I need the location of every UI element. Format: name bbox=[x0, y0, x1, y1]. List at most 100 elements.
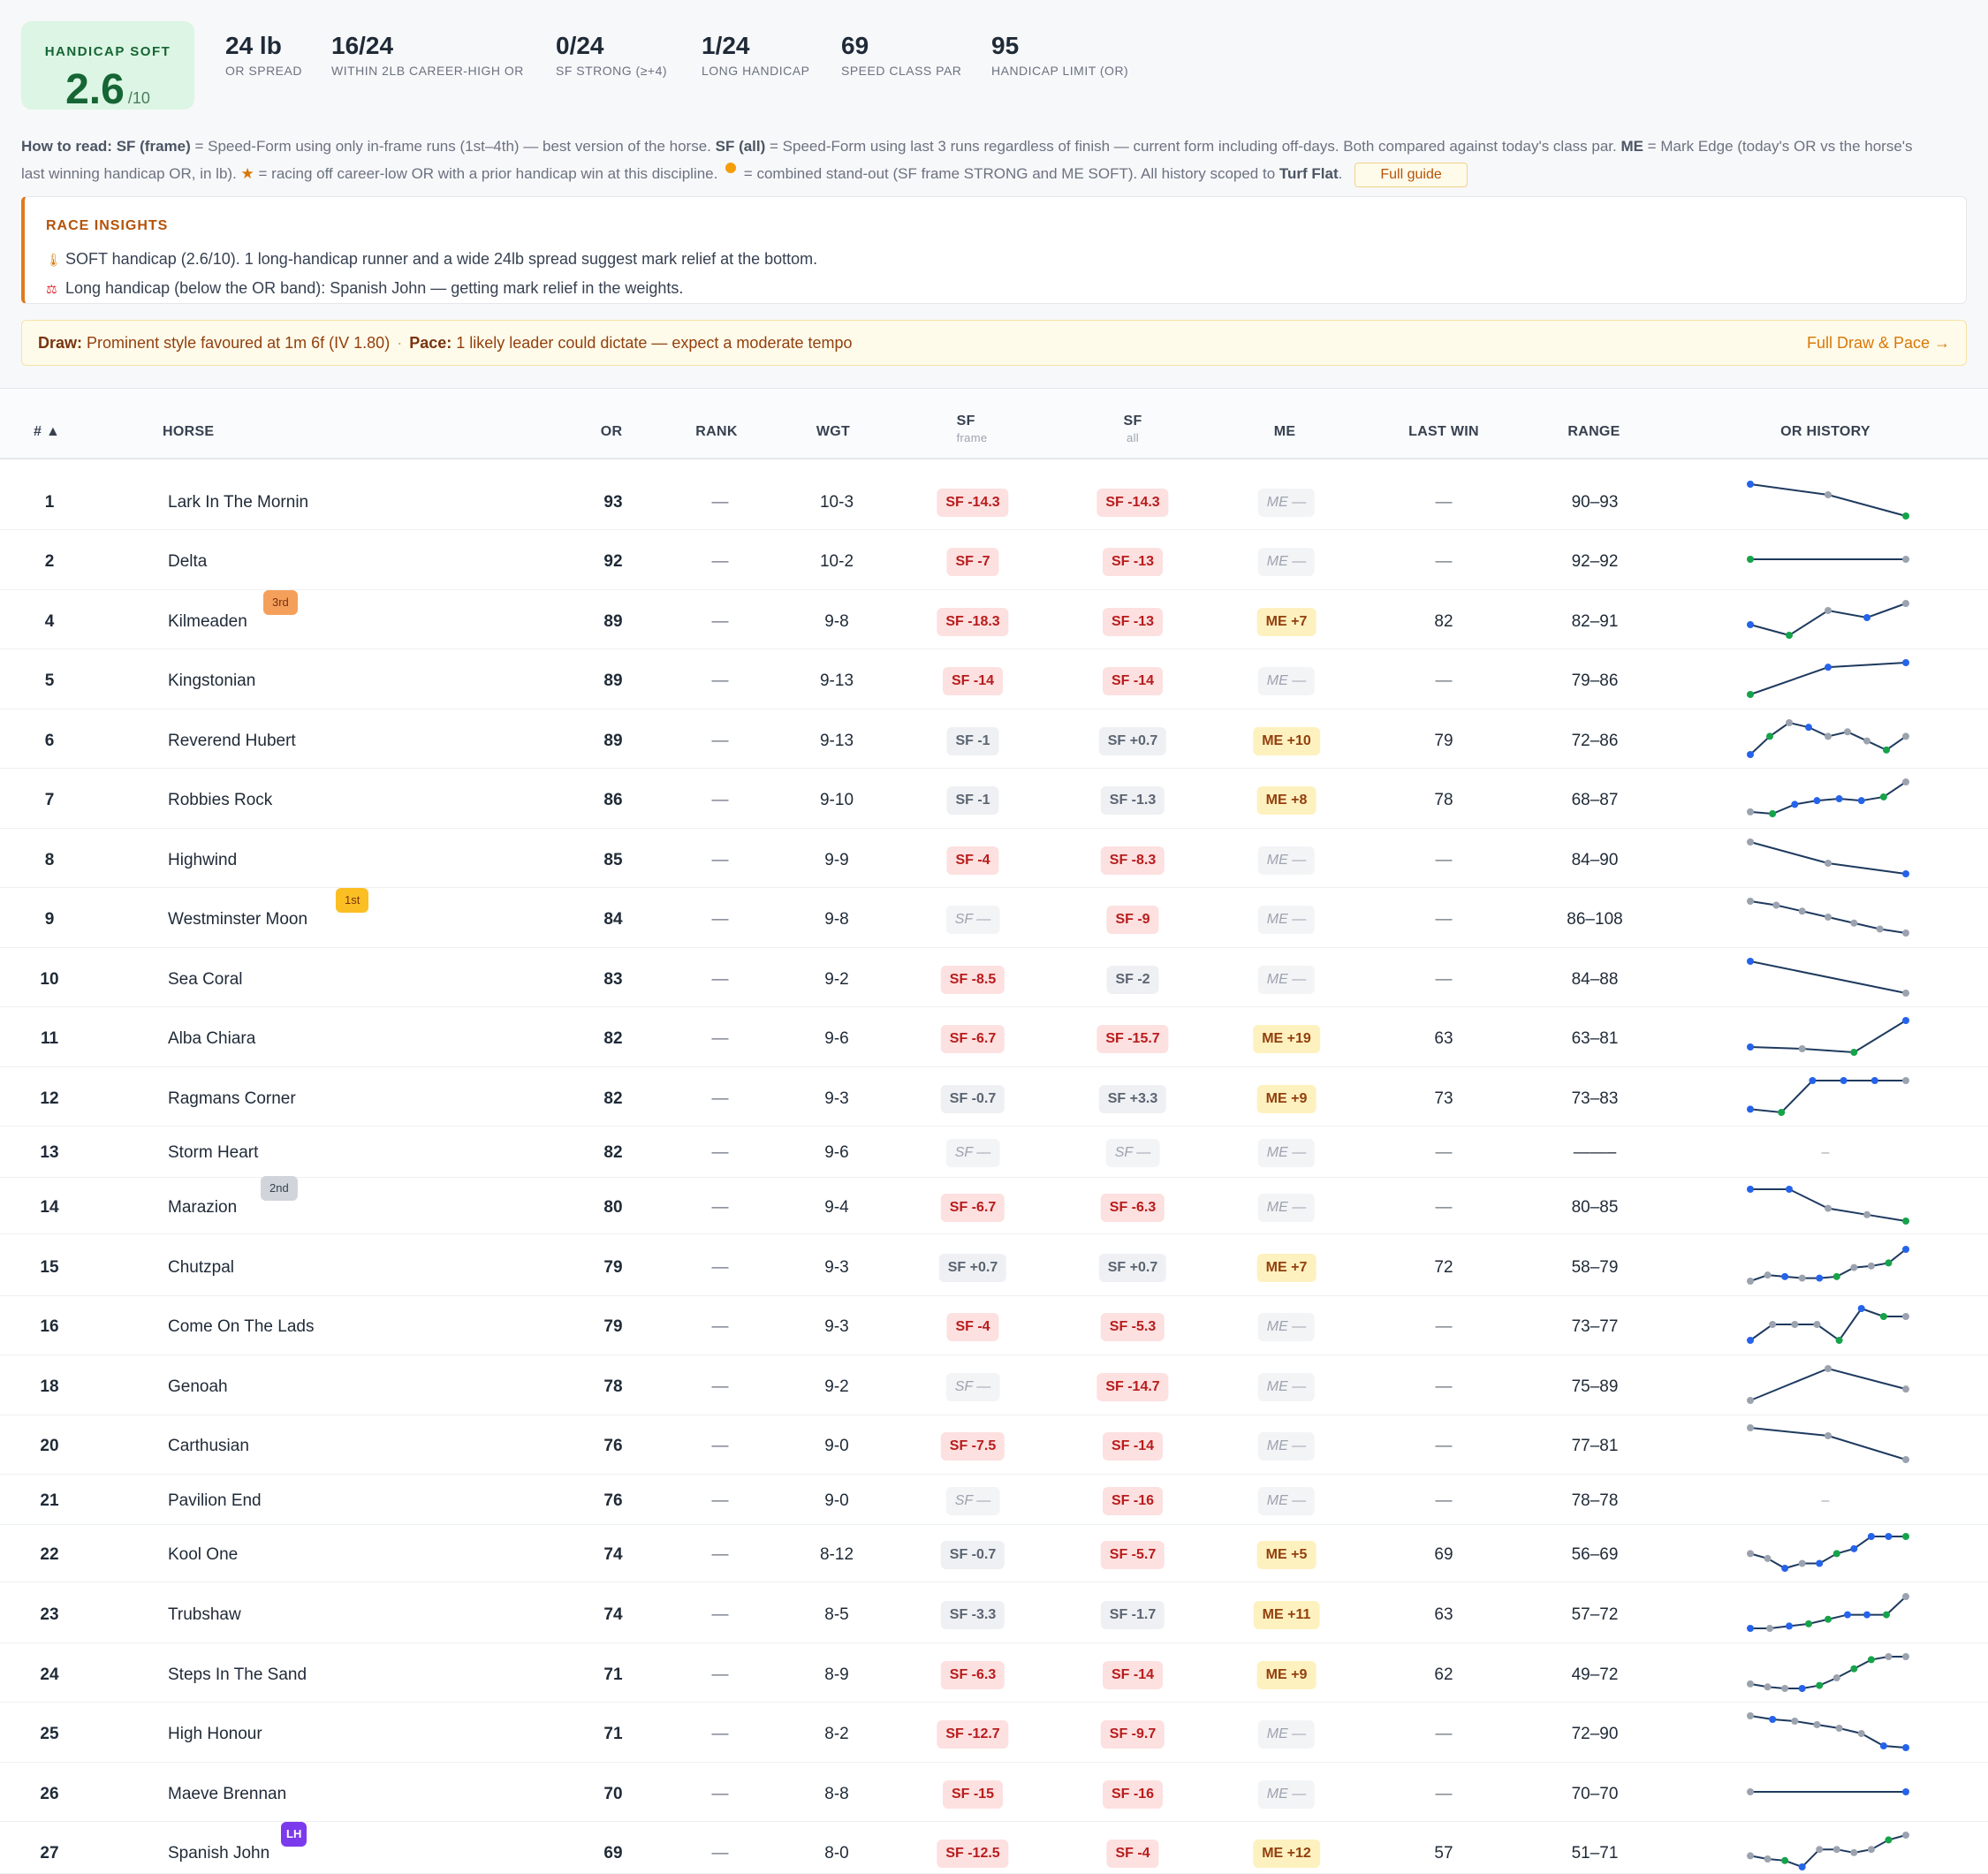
no-history-marker: – bbox=[1821, 1493, 1830, 1508]
or-range: 49–72 bbox=[1571, 1665, 1619, 1684]
sf-all-badge: SF — bbox=[1105, 1139, 1160, 1167]
sparkline-point bbox=[1867, 1262, 1875, 1270]
horse-name-link[interactable]: High Honour bbox=[168, 1725, 262, 1743]
horse-name-link[interactable]: Westminster Moon bbox=[168, 910, 308, 929]
horse-name-link[interactable]: Spanish John bbox=[168, 1844, 270, 1863]
col-or[interactable]: OR bbox=[600, 424, 623, 439]
sparkline-point bbox=[1786, 1186, 1793, 1193]
sparkline-path bbox=[1749, 1080, 1906, 1114]
col-me[interactable]: ME bbox=[1273, 424, 1296, 439]
col-number-sort[interactable]: # ▲ bbox=[34, 424, 61, 439]
last-win-or: 72 bbox=[1434, 1258, 1453, 1277]
rank-value: — bbox=[711, 1377, 729, 1396]
horse-name-link[interactable]: Ragmans Corner bbox=[168, 1089, 296, 1108]
col-sf-all[interactable]: SF all bbox=[1123, 413, 1142, 444]
table-row[interactable]: 24 Steps In The Sand 71 — 8-9 SF -6.3 SF -14 ME… bbox=[0, 1643, 1988, 1703]
weight-value: 9-13 bbox=[819, 732, 854, 750]
table-row[interactable]: 16 Come On The Lads 79 — 9-3 SF -4 SF -5.3 ME —… bbox=[0, 1296, 1988, 1355]
runners-table-header: # ▲ HORSE OR RANK WGT SF frame SF all ME L… bbox=[0, 389, 1988, 459]
sf-frame-badge: SF — bbox=[945, 1373, 1000, 1401]
horse-name-link[interactable]: Steps In The Sand bbox=[168, 1665, 307, 1684]
table-row[interactable]: 18 Genoah 78 — 9-2 SF — SF -14.7 ME — — 75–89 bbox=[0, 1355, 1988, 1415]
table-row[interactable]: 15 Chutzpal 79 — 9-3 SF +0.7 SF +0.7 ME +7 72 58–… bbox=[0, 1234, 1988, 1296]
sparkline-point bbox=[1825, 1204, 1832, 1212]
table-row[interactable]: 12 Ragmans Corner 82 — 9-3 SF -0.7 SF +3.3 ME +… bbox=[0, 1067, 1988, 1127]
sf-all-badge: SF -13 bbox=[1102, 548, 1164, 576]
sparkline-point bbox=[1832, 1846, 1840, 1854]
table-row[interactable]: 7 Robbies Rock 86 — 9-10 SF -1 SF -1.3 ME +8 78 6… bbox=[0, 769, 1988, 829]
sf-all-badge: SF -4 bbox=[1106, 1840, 1159, 1868]
sparkline-point bbox=[1902, 990, 1909, 997]
weight-value: 8-0 bbox=[824, 1844, 849, 1863]
horse-name-link[interactable]: Reverend Hubert bbox=[168, 732, 296, 750]
table-row[interactable]: 4 Kilmeaden 3rd 89 — 9-8 SF -18.3 SF -13 ME +7 82… bbox=[0, 590, 1988, 649]
col-wgt[interactable]: WGT bbox=[816, 424, 851, 439]
col-sf-frame[interactable]: SF frame bbox=[956, 413, 988, 444]
official-rating: 92 bbox=[603, 552, 623, 571]
table-row[interactable]: 8 Highwind 85 — 9-9 SF -4 SF -8.3 ME — — 84–90 bbox=[0, 829, 1988, 888]
horse-name-link[interactable]: Robbies Rock bbox=[168, 791, 273, 809]
or-history-sparkline bbox=[1747, 1077, 1909, 1116]
col-range[interactable]: RANGE bbox=[1567, 424, 1620, 439]
table-row[interactable]: 26 Maeve Brennan 70 — 8-8 SF -15 SF -16 ME — — 70… bbox=[0, 1763, 1988, 1822]
table-row[interactable]: 6 Reverend Hubert 89 — 9-13 SF -1 SF +0.7 ME +1… bbox=[0, 709, 1988, 769]
sf-all-badge: SF -14 bbox=[1102, 1432, 1164, 1461]
or-history-sparkline bbox=[1747, 719, 1909, 758]
table-row[interactable]: 14 Marazion 2nd 80 — 9-4 SF -6.7 SF -6.3 ME — — 80… bbox=[0, 1176, 1988, 1234]
table-row[interactable]: 9 Westminster Moon 1st 84 — 9-8 SF — SF -9 ME — —… bbox=[0, 888, 1988, 948]
horse-name-link[interactable]: Highwind bbox=[168, 851, 238, 869]
horse-name-link[interactable]: Carthusian bbox=[168, 1437, 249, 1455]
horse-name-link[interactable]: Sea Coral bbox=[168, 970, 243, 989]
horse-name-link[interactable]: Come On The Lads bbox=[168, 1317, 315, 1336]
col-horse[interactable]: HORSE bbox=[163, 424, 215, 439]
rank-value: — bbox=[711, 1665, 729, 1684]
horse-name-link[interactable]: Pavilion End bbox=[168, 1491, 262, 1510]
horse-name-link[interactable]: Marazion bbox=[168, 1198, 238, 1217]
weight-value: 9-3 bbox=[824, 1258, 849, 1277]
table-row[interactable]: 2 Delta 92 — 10-2 SF -7 SF -13 ME — — 92–92 bbox=[0, 530, 1988, 590]
table-row[interactable]: 1 Lark In The Mornin 93 — 10-3 SF -14.3 SF -14… bbox=[0, 459, 1988, 530]
sf-all-badge: SF -14.7 bbox=[1096, 1373, 1169, 1401]
sparkline-point bbox=[1850, 1665, 1858, 1673]
table-row[interactable]: 21 Pavilion End 76 — 9-0 SF — SF -16 ME — — 78–78… bbox=[0, 1475, 1988, 1525]
table-row[interactable]: 10 Sea Coral 83 — 9-2 SF -8.5 SF -2 ME — — 84–88 bbox=[0, 948, 1988, 1007]
sparkline-point bbox=[1857, 1305, 1865, 1312]
horse-name-link[interactable]: Kool One bbox=[168, 1545, 239, 1564]
last-win-or: — bbox=[1435, 1377, 1453, 1396]
rank-value: — bbox=[711, 493, 729, 512]
horse-name-link[interactable]: Lark In The Mornin bbox=[168, 493, 309, 512]
sf-frame-badge: SF -1 bbox=[946, 786, 999, 815]
sparkline-point bbox=[1747, 1550, 1754, 1558]
horse-name-link[interactable]: Kingstonian bbox=[168, 671, 256, 690]
rank-value: — bbox=[711, 1844, 729, 1863]
table-row[interactable]: 25 High Honour 71 — 8-2 SF -12.7 SF -9.7 ME — — 7… bbox=[0, 1703, 1988, 1763]
saddlecloth-number: 12 bbox=[40, 1089, 59, 1108]
sparkline-path bbox=[1749, 1715, 1907, 1749]
horse-name-link[interactable]: Chutzpal bbox=[168, 1258, 234, 1277]
horse-name-link[interactable]: Delta bbox=[168, 552, 208, 571]
horse-name-link[interactable]: Trubshaw bbox=[168, 1605, 241, 1624]
sparkline-point bbox=[1902, 1593, 1909, 1600]
sparkline-point bbox=[1832, 1272, 1840, 1280]
table-row[interactable]: 11 Alba Chiara 82 — 9-6 SF -6.7 SF -15.7 ME +19… bbox=[0, 1007, 1988, 1067]
sf-frame-badge: SF — bbox=[945, 1139, 1000, 1167]
full-guide-button[interactable]: Full guide bbox=[1354, 163, 1468, 187]
horse-name-link[interactable]: Genoah bbox=[168, 1377, 228, 1396]
col-last-win[interactable]: LAST WIN bbox=[1408, 424, 1479, 439]
sf-frame-badge: SF -1 bbox=[946, 727, 999, 755]
horse-name-link[interactable]: Alba Chiara bbox=[168, 1029, 256, 1048]
or-history-sparkline bbox=[1747, 838, 1909, 877]
table-row[interactable]: 13 Storm Heart 82 — 9-6 SF — SF — ME — — ——– – bbox=[0, 1127, 1988, 1178]
table-row[interactable]: 22 Kool One 74 — 8-12 SF -0.7 SF -5.7 ME +5 69 56… bbox=[0, 1525, 1988, 1582]
horse-name-link[interactable]: Kilmeaden bbox=[168, 612, 247, 631]
col-rank[interactable]: RANK bbox=[695, 424, 738, 439]
table-row[interactable]: 23 Trubshaw 74 — 8-5 SF -3.3 SF -1.7 ME +11 63 57… bbox=[0, 1582, 1988, 1643]
official-rating: 82 bbox=[603, 1089, 623, 1108]
full-draw-pace-link[interactable]: Full Draw & Pace → bbox=[1806, 334, 1950, 352]
horse-name-link[interactable]: Maeve Brennan bbox=[168, 1785, 287, 1803]
horse-name-link[interactable]: Storm Heart bbox=[168, 1143, 259, 1162]
table-row[interactable]: 5 Kingstonian 89 — 9-13 SF -14 SF -14 ME — — 79–8… bbox=[0, 649, 1988, 709]
table-row[interactable]: 20 Carthusian 76 — 9-0 SF -7.5 SF -14 ME — — 77–8… bbox=[0, 1415, 1988, 1475]
mark-edge-badge: ME +12 bbox=[1253, 1840, 1320, 1868]
table-row[interactable]: 27 Spanish John LH 69 — 8-0 SF -12.5 SF -4 ME +1… bbox=[0, 1822, 1988, 1874]
